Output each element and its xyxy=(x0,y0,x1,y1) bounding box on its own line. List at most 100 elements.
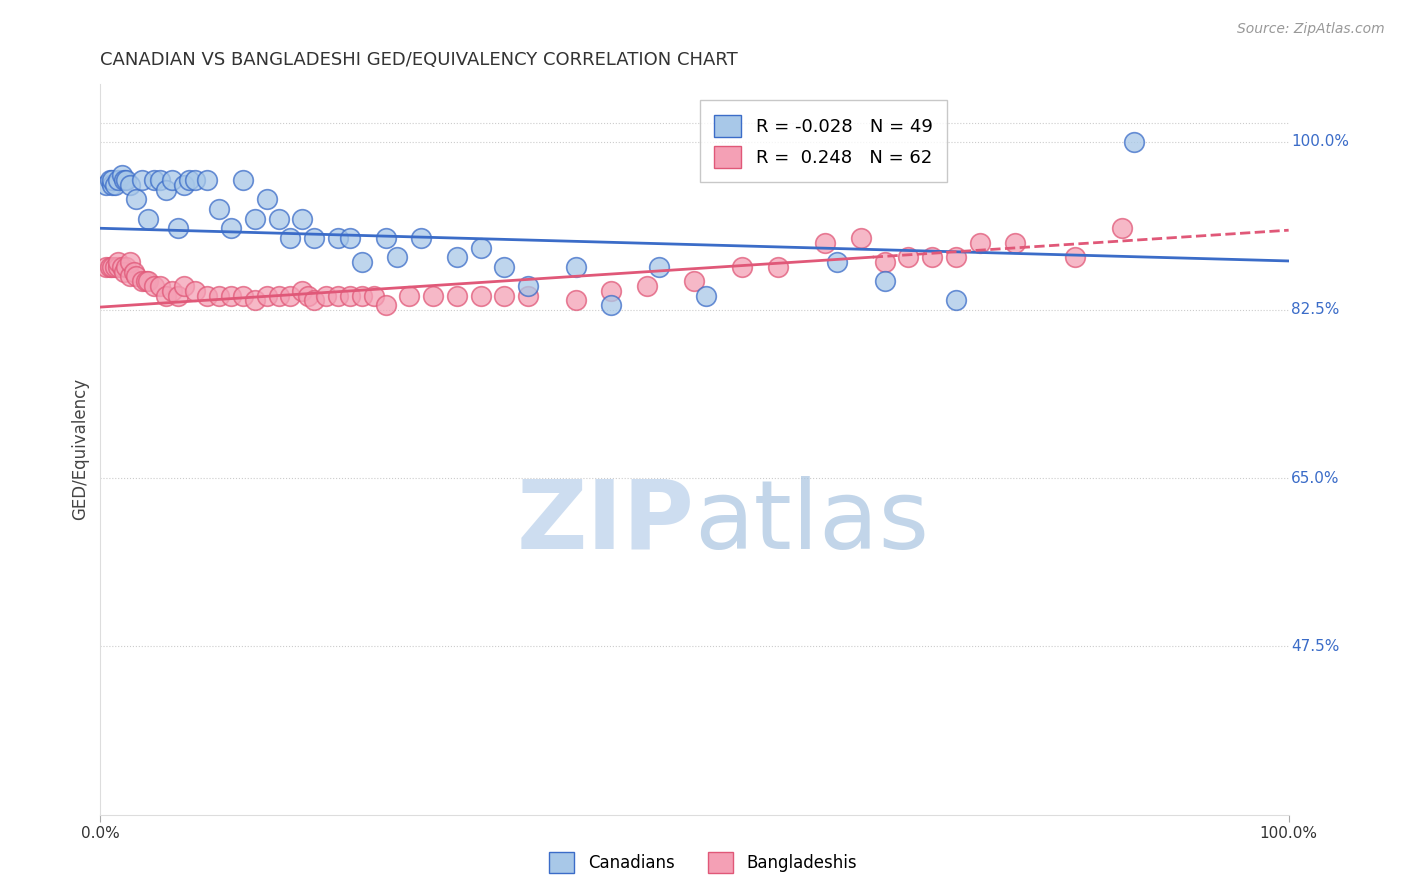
Point xyxy=(142,173,165,187)
Point xyxy=(107,260,129,274)
Point xyxy=(304,231,326,245)
Y-axis label: GED/Equivalency: GED/Equivalency xyxy=(72,378,89,520)
Point xyxy=(280,288,302,302)
Point xyxy=(155,183,177,197)
Point xyxy=(219,221,242,235)
Point xyxy=(648,260,671,274)
Text: ZIP: ZIP xyxy=(516,475,695,569)
Text: 65.0%: 65.0% xyxy=(1291,471,1340,485)
Point xyxy=(326,231,349,245)
Point xyxy=(564,260,586,274)
Point xyxy=(160,173,183,187)
Point xyxy=(243,293,266,308)
Point xyxy=(363,288,385,302)
Point xyxy=(291,211,314,226)
Point xyxy=(98,173,121,187)
Point xyxy=(232,288,254,302)
Text: 47.5%: 47.5% xyxy=(1291,639,1340,654)
Point xyxy=(195,173,218,187)
Point xyxy=(814,235,837,250)
Point xyxy=(173,178,195,192)
Point xyxy=(564,293,586,308)
Point xyxy=(107,173,129,187)
Point xyxy=(134,274,156,288)
Point xyxy=(494,288,516,302)
Point xyxy=(136,211,159,226)
Point xyxy=(101,173,124,187)
Point xyxy=(339,288,361,302)
Point xyxy=(142,279,165,293)
Point xyxy=(131,274,153,288)
Point xyxy=(120,255,142,269)
Text: Source: ZipAtlas.com: Source: ZipAtlas.com xyxy=(1237,22,1385,37)
Point xyxy=(111,169,134,183)
Point xyxy=(107,255,129,269)
Point xyxy=(131,173,153,187)
Point xyxy=(179,173,201,187)
Point xyxy=(120,269,142,284)
Text: 82.5%: 82.5% xyxy=(1291,302,1340,318)
Point xyxy=(849,231,872,245)
Point xyxy=(766,260,789,274)
Point xyxy=(149,173,172,187)
Point xyxy=(315,288,337,302)
Point xyxy=(470,240,492,254)
Point xyxy=(636,279,658,293)
Point xyxy=(122,264,145,278)
Point xyxy=(120,178,142,192)
Point xyxy=(683,274,706,288)
Point xyxy=(422,288,444,302)
Point xyxy=(470,288,492,302)
Point xyxy=(96,260,118,274)
Text: CANADIAN VS BANGLADESHI GED/EQUIVALENCY CORRELATION CHART: CANADIAN VS BANGLADESHI GED/EQUIVALENCY … xyxy=(100,51,738,69)
Point xyxy=(173,279,195,293)
Point xyxy=(446,288,468,302)
Point xyxy=(208,288,231,302)
Point xyxy=(184,284,207,298)
Point xyxy=(111,260,134,274)
Point xyxy=(115,260,138,274)
Point xyxy=(256,193,278,207)
Point xyxy=(115,173,138,187)
Point xyxy=(873,274,896,288)
Point xyxy=(945,250,967,264)
Point xyxy=(101,178,124,192)
Text: atlas: atlas xyxy=(695,475,929,569)
Point xyxy=(374,231,396,245)
Legend: Canadians, Bangladeshis: Canadians, Bangladeshis xyxy=(543,846,863,880)
Point xyxy=(104,178,127,192)
Point xyxy=(166,221,188,235)
Point xyxy=(98,260,121,274)
Point xyxy=(104,260,127,274)
Point xyxy=(112,264,135,278)
Point xyxy=(1004,235,1026,250)
Point xyxy=(825,255,848,269)
Point xyxy=(873,255,896,269)
Point xyxy=(256,288,278,302)
Point xyxy=(125,193,148,207)
Point xyxy=(219,288,242,302)
Point xyxy=(374,298,396,312)
Point xyxy=(517,288,540,302)
Point xyxy=(398,288,420,302)
Point xyxy=(291,284,314,298)
Point xyxy=(304,293,326,308)
Point xyxy=(136,274,159,288)
Point xyxy=(195,288,218,302)
Point xyxy=(350,255,373,269)
Point xyxy=(945,293,967,308)
Point xyxy=(96,178,118,192)
Point xyxy=(232,173,254,187)
Point xyxy=(267,288,290,302)
Point xyxy=(446,250,468,264)
Point xyxy=(350,288,373,302)
Point xyxy=(166,288,188,302)
Text: 100.0%: 100.0% xyxy=(1291,135,1348,149)
Point xyxy=(600,298,623,312)
Legend: R = -0.028   N = 49, R =  0.248   N = 62: R = -0.028 N = 49, R = 0.248 N = 62 xyxy=(700,101,946,183)
Point xyxy=(695,288,717,302)
Point xyxy=(243,211,266,226)
Point xyxy=(125,269,148,284)
Point xyxy=(921,250,943,264)
Point xyxy=(160,284,183,298)
